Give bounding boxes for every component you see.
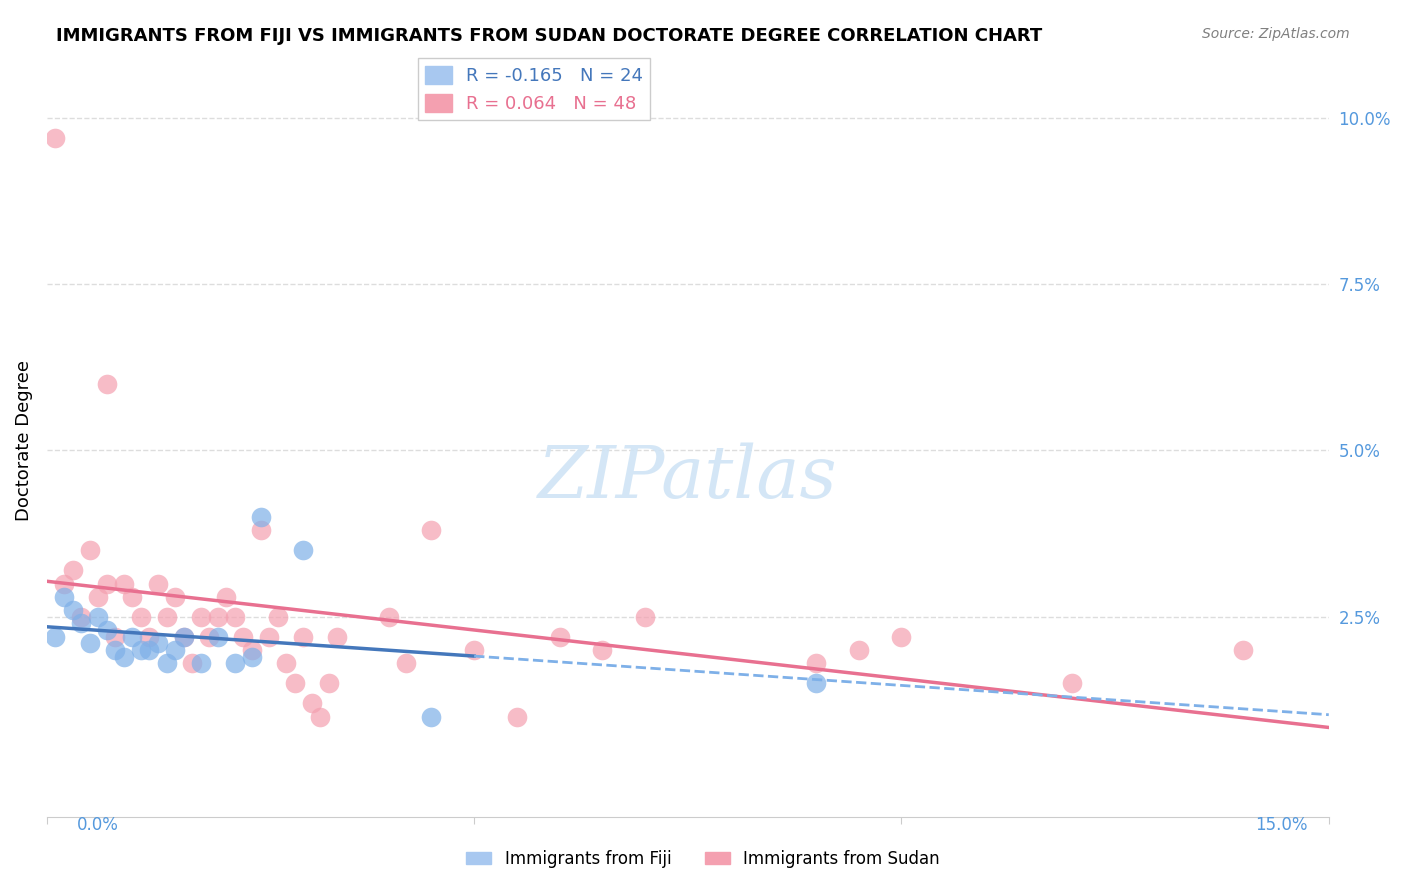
Text: 15.0%: 15.0%: [1256, 816, 1308, 834]
Point: [232, 630, 254, 644]
Point: [96, 576, 118, 591]
Point: [266, 610, 288, 624]
Point: [146, 636, 169, 650]
Point: [44, 630, 66, 644]
Point: [318, 676, 340, 690]
Point: [506, 709, 529, 723]
Point: [53, 590, 76, 604]
Point: [96, 376, 118, 391]
Point: [548, 630, 571, 644]
Point: [70, 610, 93, 624]
Point: [292, 630, 315, 644]
Point: [420, 523, 443, 537]
Point: [112, 576, 135, 591]
Point: [173, 630, 195, 644]
Point: [62, 563, 84, 577]
Point: [301, 697, 323, 711]
Text: Source: ZipAtlas.com: Source: ZipAtlas.com: [1202, 27, 1350, 41]
Point: [87, 610, 110, 624]
Y-axis label: Doctorate Degree: Doctorate Degree: [15, 360, 32, 521]
Point: [87, 590, 110, 604]
Point: [326, 630, 349, 644]
Text: IMMIGRANTS FROM FIJI VS IMMIGRANTS FROM SUDAN DOCTORATE DEGREE CORRELATION CHART: IMMIGRANTS FROM FIJI VS IMMIGRANTS FROM …: [56, 27, 1042, 45]
Point: [62, 603, 84, 617]
Point: [190, 610, 212, 624]
Point: [804, 657, 827, 671]
Point: [173, 630, 195, 644]
Point: [79, 543, 101, 558]
Point: [215, 590, 238, 604]
Point: [634, 610, 657, 624]
Point: [79, 636, 101, 650]
Point: [155, 657, 177, 671]
Point: [463, 643, 485, 657]
Point: [70, 616, 93, 631]
Text: ZIPatlas: ZIPatlas: [538, 442, 838, 513]
Point: [129, 610, 152, 624]
Point: [292, 543, 315, 558]
Legend: R = -0.165   N = 24, R = 0.064   N = 48: R = -0.165 N = 24, R = 0.064 N = 48: [418, 58, 651, 120]
Point: [138, 643, 160, 657]
Point: [165, 643, 187, 657]
Point: [181, 657, 204, 671]
Point: [257, 630, 280, 644]
Point: [155, 610, 177, 624]
Text: 0.0%: 0.0%: [77, 816, 120, 834]
Point: [377, 610, 399, 624]
Point: [395, 657, 418, 671]
Legend: Immigrants from Fiji, Immigrants from Sudan: Immigrants from Fiji, Immigrants from Su…: [460, 844, 946, 875]
Point: [198, 630, 221, 644]
Point: [190, 657, 212, 671]
Point: [121, 630, 143, 644]
Point: [284, 676, 307, 690]
Point: [420, 709, 443, 723]
Point: [207, 610, 229, 624]
Point: [138, 630, 160, 644]
Point: [591, 643, 613, 657]
Point: [112, 649, 135, 664]
Point: [249, 510, 271, 524]
Point: [1062, 676, 1084, 690]
Point: [53, 576, 76, 591]
Point: [207, 630, 229, 644]
Point: [96, 623, 118, 637]
Point: [804, 676, 827, 690]
Point: [104, 643, 127, 657]
Point: [146, 576, 169, 591]
Point: [249, 523, 271, 537]
Point: [240, 643, 263, 657]
Point: [848, 643, 870, 657]
Point: [104, 630, 127, 644]
Point: [309, 709, 332, 723]
Point: [224, 657, 246, 671]
Point: [240, 649, 263, 664]
Point: [276, 657, 298, 671]
Point: [121, 590, 143, 604]
Point: [129, 643, 152, 657]
Point: [1232, 643, 1254, 657]
Point: [165, 590, 187, 604]
Point: [44, 130, 66, 145]
Point: [890, 630, 912, 644]
Point: [224, 610, 246, 624]
